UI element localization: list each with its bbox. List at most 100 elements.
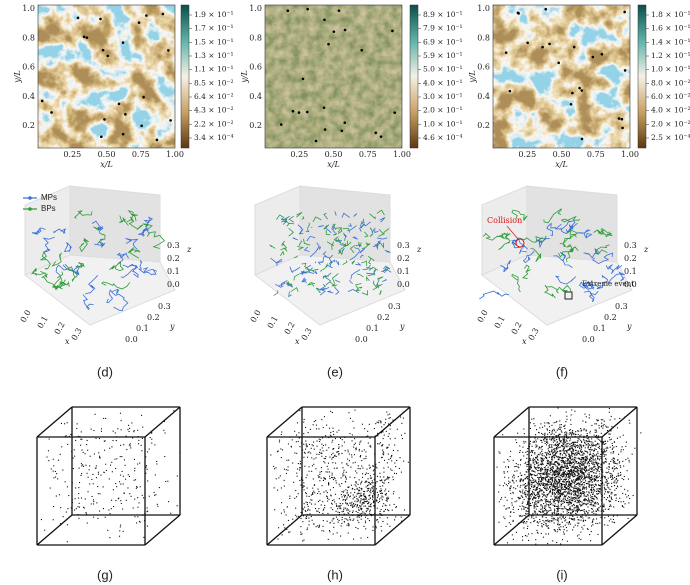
particle (585, 477, 586, 478)
particle (67, 508, 68, 509)
particle (590, 478, 591, 479)
particle (370, 498, 371, 499)
particle (601, 53, 604, 56)
particle (578, 507, 579, 508)
z-tick-label: 0.0 (397, 280, 410, 289)
particle (357, 528, 358, 529)
particle (592, 522, 593, 523)
axes-3d: 0.00.10.20.3z0.00.10.20.3y0.00.10.20.3x (249, 186, 422, 346)
colorbar-tick-label: 6.9 × 10⁻¹ (423, 37, 463, 46)
particle (571, 467, 572, 468)
particle (387, 517, 388, 518)
particle (349, 454, 350, 455)
particle (323, 509, 324, 510)
particle (539, 496, 540, 497)
particle (278, 539, 279, 540)
particle (575, 450, 576, 451)
particle (507, 500, 508, 501)
particle (615, 463, 616, 464)
particle (593, 498, 594, 499)
particle (525, 490, 526, 491)
particle (358, 500, 359, 501)
particle (570, 457, 571, 458)
particle (554, 448, 555, 449)
particle (553, 500, 554, 501)
particle (380, 491, 381, 492)
particle (585, 447, 586, 448)
particle (519, 497, 520, 498)
particle (566, 502, 567, 503)
particle (348, 525, 349, 526)
particle (361, 482, 362, 483)
particle (620, 437, 621, 438)
particle (516, 480, 517, 481)
particle (628, 479, 629, 480)
particle (109, 537, 110, 538)
particle (47, 457, 48, 458)
particle (557, 524, 558, 525)
particle (524, 508, 525, 509)
particle (369, 482, 370, 483)
particle (581, 478, 582, 479)
particle (591, 498, 592, 499)
particle (305, 492, 306, 493)
particle (517, 12, 520, 15)
particle (309, 521, 310, 522)
particle (361, 488, 362, 489)
x-tick-label: 0.50 (98, 150, 116, 159)
particle (577, 478, 578, 479)
particle (594, 460, 595, 461)
particle (567, 459, 568, 460)
particle (565, 421, 566, 422)
colorbar-tick-label: 8.9 × 10⁻¹ (423, 10, 463, 19)
particle (537, 489, 538, 490)
particle (279, 440, 280, 441)
particle (573, 462, 574, 463)
z-axis-label: z (643, 245, 649, 254)
particle (561, 462, 562, 463)
particle (599, 488, 600, 489)
particle (123, 493, 124, 494)
particle (598, 477, 599, 478)
particle (532, 474, 533, 475)
particle (575, 507, 576, 508)
particle (147, 526, 148, 527)
particle (522, 506, 523, 507)
particle (556, 476, 557, 477)
z-tick-label: 0.2 (167, 254, 180, 263)
particle (546, 490, 547, 491)
particle (545, 477, 546, 478)
particle (361, 489, 362, 490)
particle (276, 467, 277, 468)
particle (505, 51, 508, 54)
particle (393, 450, 394, 451)
particle (371, 482, 372, 483)
particle (613, 458, 614, 459)
particle (347, 459, 348, 460)
particle (101, 431, 102, 432)
particle (96, 477, 97, 478)
particle (127, 429, 128, 430)
particle (538, 448, 539, 449)
particle (534, 481, 535, 482)
particle (576, 445, 577, 446)
particle (614, 469, 615, 470)
particle (590, 540, 591, 541)
particle (542, 506, 543, 507)
particle (303, 444, 304, 445)
particle (582, 477, 583, 478)
particle (78, 487, 79, 488)
particle (345, 450, 346, 451)
particle (535, 489, 536, 490)
particle (568, 496, 569, 497)
particle (514, 477, 515, 478)
particle (351, 457, 352, 458)
y-tick-label: 0.4 (249, 92, 262, 101)
particle (322, 513, 323, 514)
particle (574, 520, 575, 521)
particle (546, 442, 547, 443)
particle (299, 410, 300, 411)
particle (579, 444, 580, 445)
particle (520, 481, 521, 482)
particle (303, 422, 304, 423)
